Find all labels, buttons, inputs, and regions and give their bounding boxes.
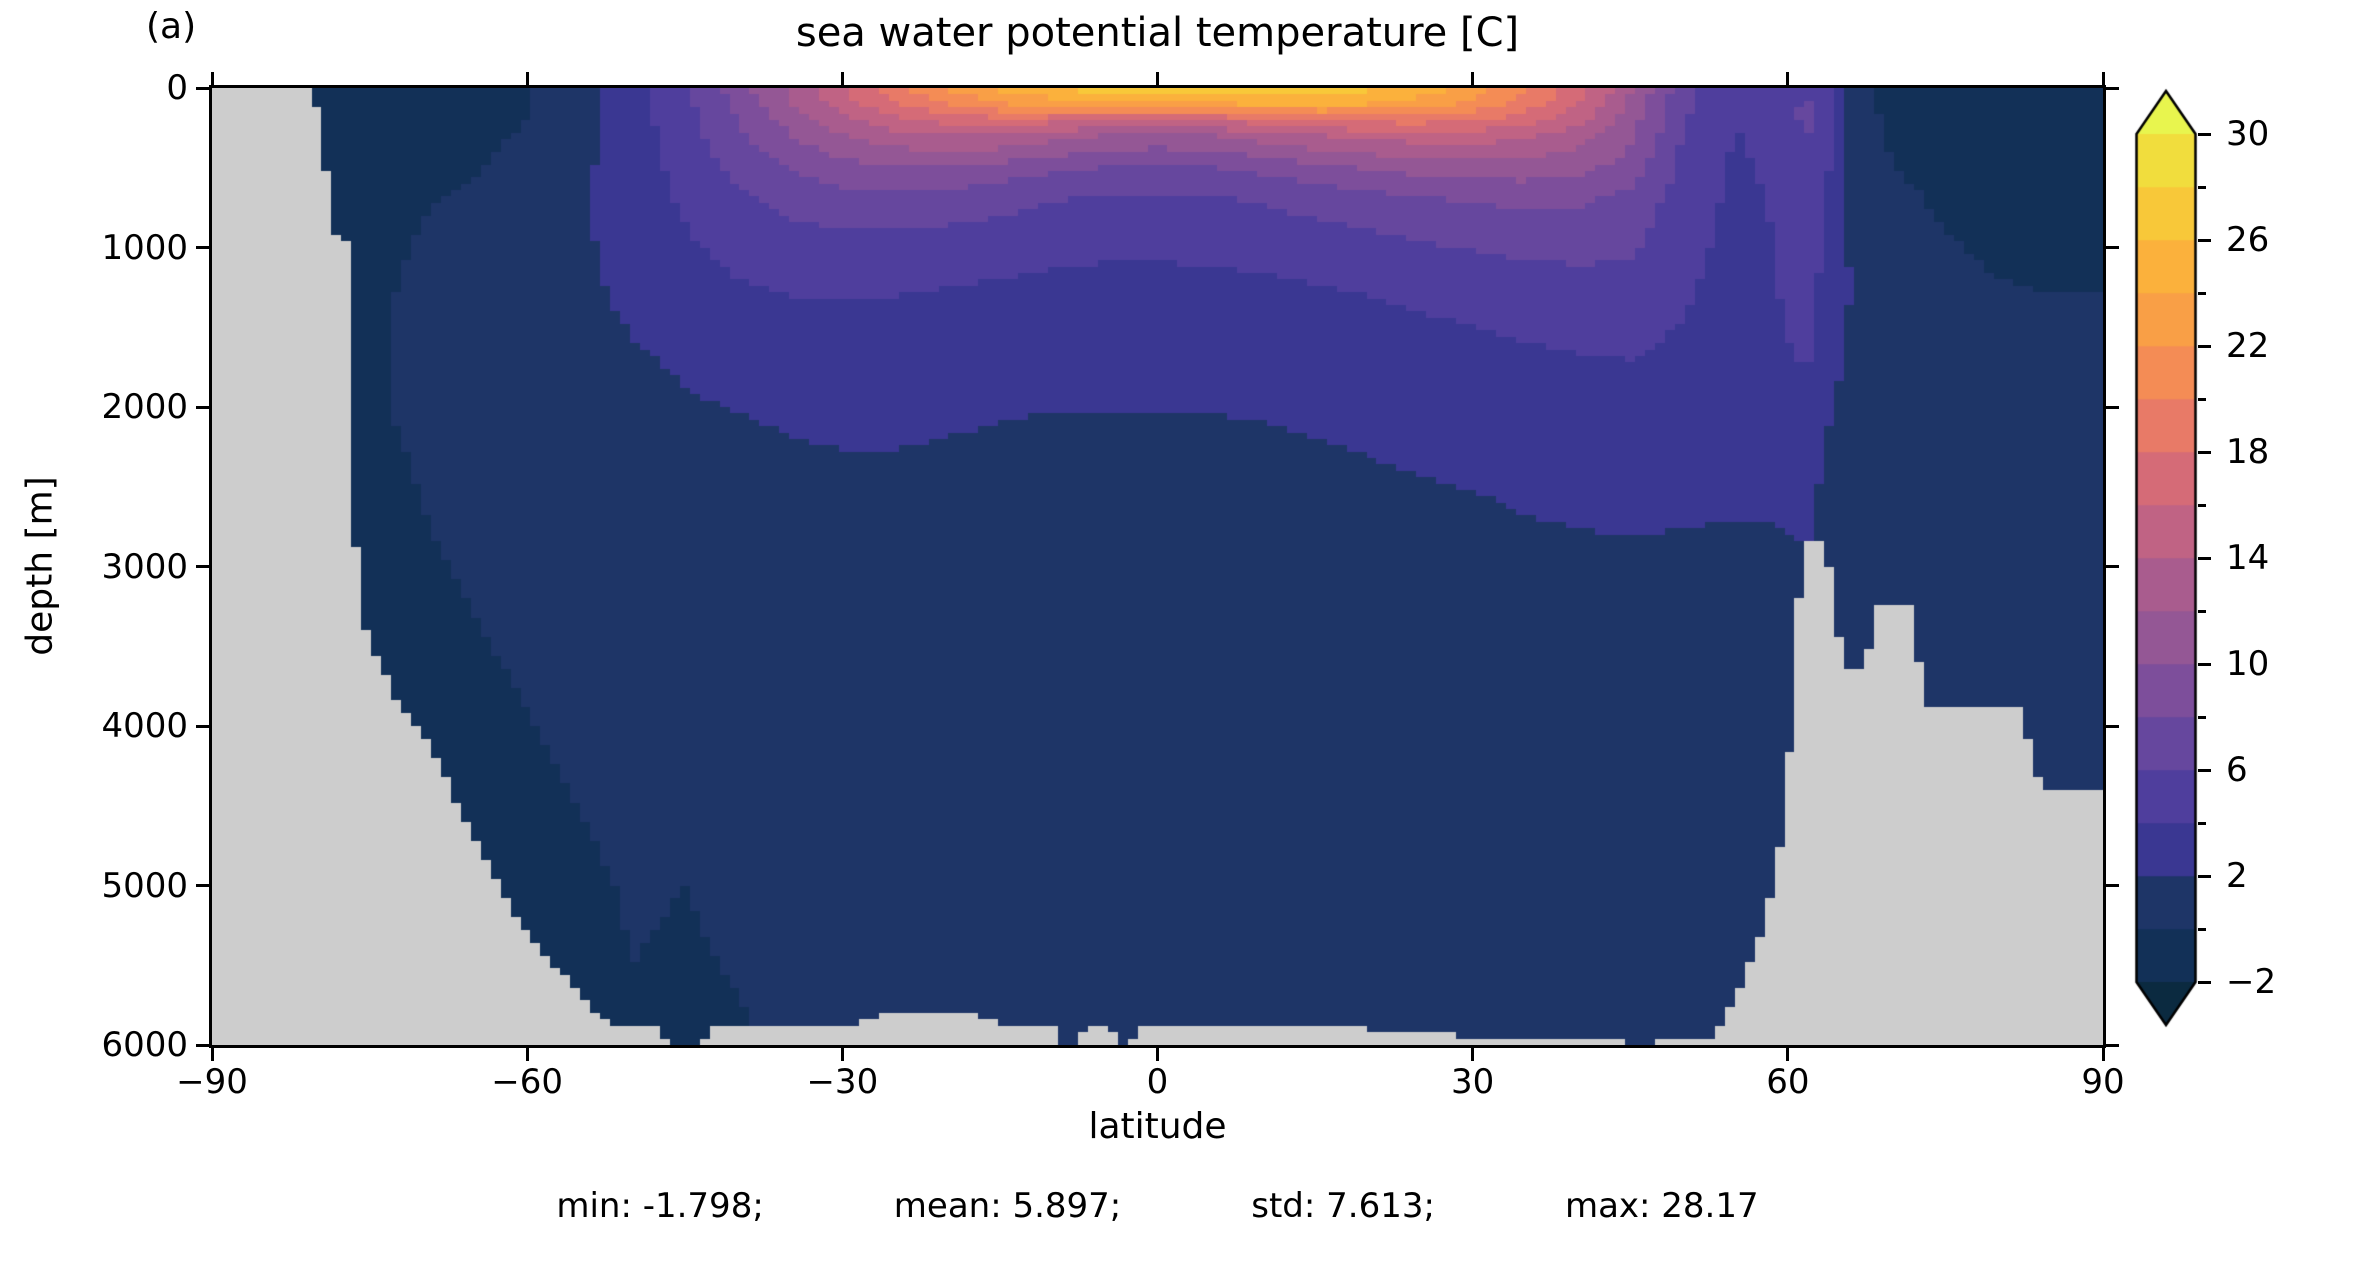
y-tick-label: 4000 bbox=[101, 706, 188, 746]
y-tick bbox=[196, 565, 209, 568]
y-tick-label: 0 bbox=[166, 68, 188, 108]
x-tick-top bbox=[210, 72, 214, 85]
x-tick bbox=[1471, 1048, 1475, 1061]
x-tick-top bbox=[1156, 72, 1159, 85]
colorbar-tick-label: 2 bbox=[2226, 856, 2248, 896]
colorbar-tick bbox=[2198, 662, 2211, 666]
colorbar-minor-tick bbox=[2198, 821, 2206, 825]
y-tick bbox=[196, 884, 209, 887]
y-tick bbox=[196, 246, 209, 249]
x-tick-top bbox=[1786, 72, 1790, 85]
colorbar-minor-tick bbox=[2198, 291, 2206, 295]
x-tick-label: 0 bbox=[1146, 1062, 1169, 1102]
x-tick bbox=[525, 1048, 529, 1061]
y-tick bbox=[196, 86, 209, 90]
y-tick bbox=[196, 724, 209, 728]
x-axis-label: latitude bbox=[1088, 1106, 1227, 1147]
colorbar-minor-tick bbox=[2198, 715, 2206, 719]
x-tick-top bbox=[840, 72, 844, 85]
stat-min: min: -1.798; bbox=[556, 1186, 764, 1226]
x-tick bbox=[2101, 1048, 2105, 1061]
colorbar-tick-label: 30 bbox=[2226, 114, 2270, 154]
colorbar-tick bbox=[2198, 556, 2211, 560]
colorbar-minor-tick bbox=[2198, 185, 2206, 189]
x-tick-label: −90 bbox=[176, 1062, 248, 1102]
colorbar-tick bbox=[2198, 768, 2211, 772]
y-tick-label: 5000 bbox=[101, 865, 188, 906]
stat-mean: mean: 5.897; bbox=[893, 1186, 1122, 1226]
colorbar-tick-label: 22 bbox=[2226, 326, 2270, 366]
y-tick-label: 6000 bbox=[101, 1025, 188, 1065]
colorbar-tick-label: −2 bbox=[2226, 962, 2277, 1002]
y-tick-label: 1000 bbox=[101, 227, 188, 268]
y-tick-right bbox=[2106, 884, 2119, 887]
colorbar-tick bbox=[2198, 874, 2211, 878]
x-tick-top bbox=[1471, 72, 1475, 85]
colorbar-tick bbox=[2198, 344, 2211, 348]
x-tick-label: −60 bbox=[491, 1062, 564, 1102]
y-tick-right bbox=[2106, 405, 2119, 409]
colorbar-tick bbox=[2198, 980, 2211, 984]
x-tick bbox=[840, 1048, 844, 1061]
stat-max: max: 28.17 bbox=[1564, 1186, 1759, 1226]
colorbar-tick bbox=[2198, 132, 2211, 136]
x-tick-label: 30 bbox=[1451, 1062, 1495, 1102]
colorbar-tick-label: 6 bbox=[2226, 750, 2248, 790]
panel-label: (a) bbox=[146, 6, 197, 47]
x-tick bbox=[1786, 1048, 1790, 1061]
y-tick-right bbox=[2106, 86, 2119, 90]
colorbar-minor-tick bbox=[2198, 397, 2206, 401]
stats-row: min: -1.798; mean: 5.897; std: 7.613; ma… bbox=[212, 1186, 2103, 1226]
y-tick bbox=[196, 405, 209, 409]
colorbar-tick-label: 10 bbox=[2226, 644, 2270, 684]
x-tick-label: −30 bbox=[806, 1062, 879, 1102]
stat-std: std: 7.613; bbox=[1251, 1186, 1435, 1226]
x-tick-top bbox=[2101, 72, 2105, 85]
colorbar-tick bbox=[2198, 238, 2211, 242]
x-tick-top bbox=[525, 72, 529, 85]
x-tick-label: 90 bbox=[2081, 1062, 2125, 1102]
colorbar-minor-tick bbox=[2198, 503, 2206, 507]
y-tick-right bbox=[2106, 565, 2119, 568]
colorbar-minor-tick bbox=[2198, 609, 2206, 613]
colorbar-canvas bbox=[2133, 85, 2199, 1033]
plot-title: sea water potential temperature [C] bbox=[795, 10, 1520, 56]
y-tick bbox=[196, 1043, 209, 1047]
colorbar-tick-label: 26 bbox=[2226, 220, 2270, 260]
y-tick-right bbox=[2106, 724, 2119, 728]
y-tick-right bbox=[2106, 1043, 2119, 1047]
colorbar-minor-tick bbox=[2198, 927, 2206, 931]
colorbar-tick-label: 14 bbox=[2226, 538, 2270, 578]
x-tick bbox=[1156, 1048, 1159, 1061]
temperature-heatmap-canvas bbox=[212, 88, 2103, 1045]
colorbar-tick-label: 18 bbox=[2226, 432, 2270, 472]
y-tick-right bbox=[2106, 246, 2119, 249]
y-tick-label: 3000 bbox=[101, 546, 188, 587]
colorbar-tick bbox=[2198, 450, 2211, 454]
x-tick bbox=[210, 1048, 214, 1061]
x-tick-label: 60 bbox=[1766, 1062, 1810, 1102]
y-tick-label: 2000 bbox=[101, 387, 188, 427]
